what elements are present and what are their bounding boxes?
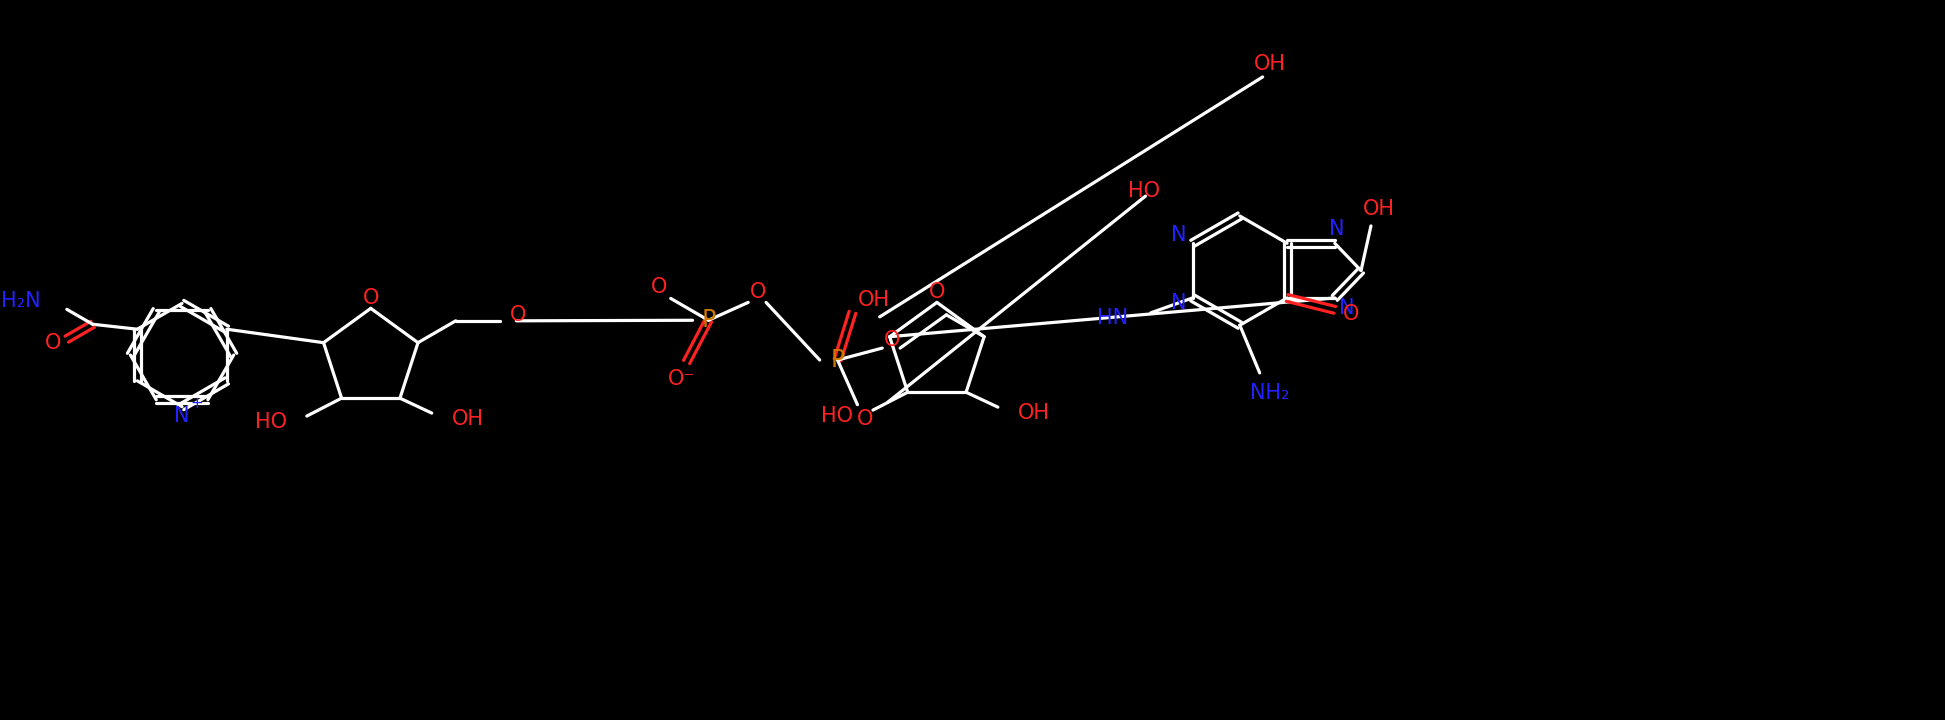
Text: OH: OH (1017, 403, 1050, 423)
Text: O: O (858, 408, 873, 428)
Text: O: O (362, 289, 379, 308)
Text: N: N (1338, 298, 1354, 318)
Text: O: O (928, 282, 945, 302)
Text: OH: OH (451, 409, 484, 429)
Text: N: N (1171, 293, 1186, 313)
Text: O: O (652, 276, 667, 297)
Text: O: O (751, 282, 766, 302)
Text: HO: HO (255, 412, 288, 432)
Text: N: N (1171, 225, 1186, 246)
Text: OH: OH (1255, 54, 1286, 74)
Text: HO: HO (1128, 181, 1161, 201)
Text: O: O (45, 333, 60, 353)
Text: O: O (1342, 304, 1360, 324)
Text: HN: HN (1097, 307, 1128, 328)
Text: +: + (191, 396, 204, 411)
Text: NH₂: NH₂ (1251, 383, 1290, 402)
Text: HO: HO (821, 406, 854, 426)
Text: N: N (1328, 220, 1344, 239)
Text: O: O (510, 305, 527, 325)
Text: OH: OH (858, 290, 891, 310)
Text: P: P (702, 308, 716, 332)
Text: N: N (175, 405, 191, 426)
Text: O⁻: O⁻ (667, 369, 694, 389)
Text: O: O (885, 330, 901, 350)
Text: H₂N: H₂N (2, 292, 41, 312)
Text: OH: OH (1363, 199, 1395, 219)
Text: P: P (831, 348, 844, 372)
